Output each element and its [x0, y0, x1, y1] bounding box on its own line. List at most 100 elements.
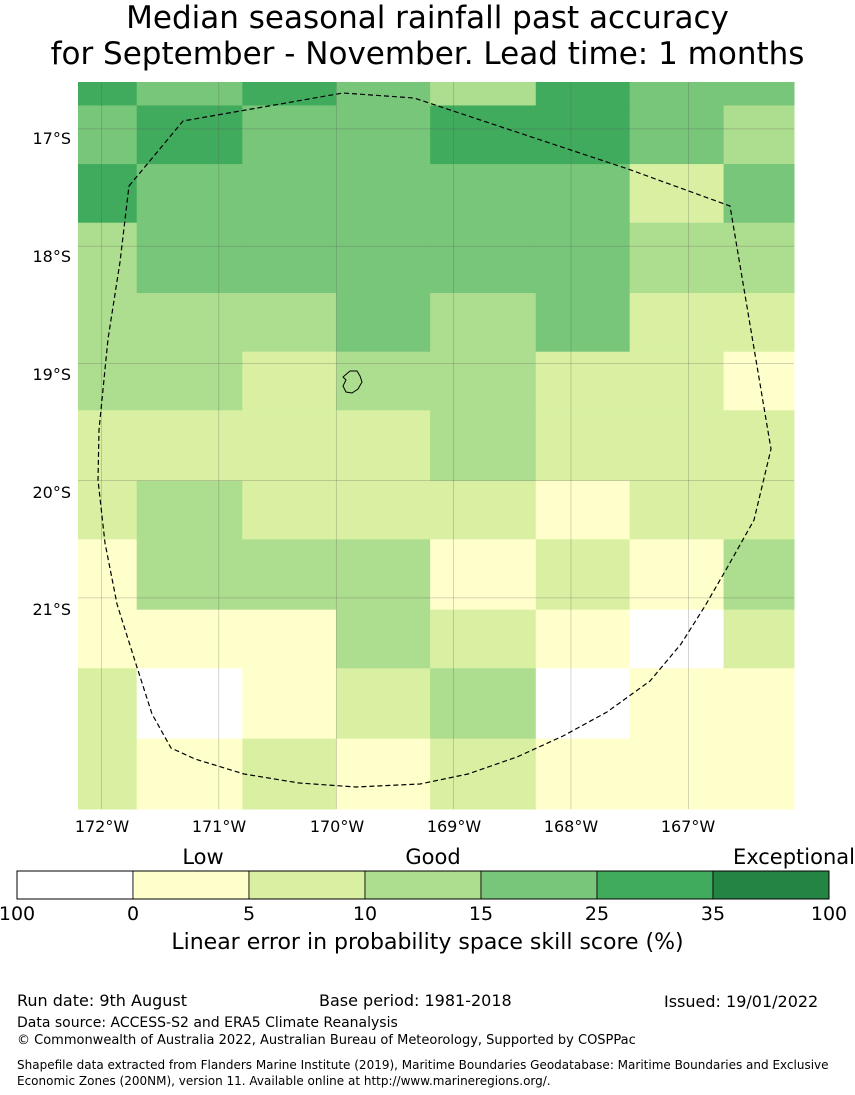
lat-label: 17°S [32, 129, 71, 148]
skill-cell [430, 410, 537, 482]
skill-cell [430, 738, 537, 810]
skill-cell [723, 738, 795, 810]
issued-date: Issued: 19/01/2022 [664, 992, 819, 1011]
colorbar-tick: 15 [469, 903, 493, 925]
skill-cell [336, 480, 431, 540]
skill-cell [78, 668, 138, 740]
skill-cell [336, 539, 431, 611]
skill-cell [336, 668, 431, 740]
skill-cell [242, 738, 337, 810]
skill-cell [136, 351, 243, 411]
lat-label: 21°S [32, 600, 71, 619]
skill-cell [535, 105, 631, 165]
colorbar-tick: 100 [0, 903, 35, 925]
skill-cell [136, 293, 243, 353]
skill-cell [336, 222, 431, 294]
skill-cell [136, 222, 243, 294]
skill-cell [242, 351, 337, 411]
skill-cell [336, 738, 431, 810]
colorbar-box [248, 870, 366, 900]
skill-cell [629, 480, 725, 540]
colorbar-category-good: Good [405, 845, 460, 869]
colorbar-tick: 35 [701, 903, 725, 925]
lon-label: 171°W [192, 817, 247, 836]
skill-cell [336, 293, 431, 353]
longitude-labels: 172°W 171°W 170°W 169°W 168°W 167°W [75, 817, 716, 836]
skill-cell [242, 105, 337, 165]
skill-cell [242, 82, 337, 106]
latitude-labels: 17°S 18°S 19°S 20°S 21°S [32, 129, 71, 619]
skill-cell [629, 293, 725, 353]
skill-cell [723, 668, 795, 740]
skill-cell [430, 351, 537, 411]
lon-label: 167°W [661, 817, 716, 836]
skill-cell [336, 105, 431, 165]
skill-cell [78, 164, 138, 224]
skill-cell [723, 410, 795, 482]
skill-cell [136, 105, 243, 165]
skill-cell [535, 738, 631, 810]
skill-cell [723, 105, 795, 165]
skill-cell [430, 222, 537, 294]
colorbar-category-low: Low [182, 845, 223, 869]
skill-cell [629, 82, 725, 106]
skill-cell [78, 480, 138, 540]
skill-cell [336, 609, 431, 669]
skill-cell [430, 480, 537, 540]
skill-cell [535, 293, 631, 353]
colorbar-boxes [16, 870, 830, 900]
skill-cell [629, 105, 725, 165]
skill-cell [336, 351, 431, 411]
run-date: Run date: 9th August [17, 991, 187, 1010]
colorbar-box [132, 870, 250, 900]
skill-cell [136, 609, 243, 669]
copyright: © Commonwealth of Australia 2022, Austra… [17, 1033, 636, 1048]
colorbar-frame [16, 870, 830, 900]
skill-cell [78, 222, 138, 294]
colorbar: Low Good Exceptional [16, 845, 855, 900]
skill-cell [78, 609, 138, 669]
shapefile-note: Shapefile data extracted from Flanders M… [17, 1058, 829, 1088]
skill-cell [629, 351, 725, 411]
skill-cell [535, 668, 631, 740]
colorbar-box [16, 870, 134, 900]
skill-cell [242, 539, 337, 611]
skill-cell [430, 668, 537, 740]
eez-boundary [97, 92, 772, 788]
skill-cell [723, 222, 795, 294]
skill-cell [242, 668, 337, 740]
skill-cell [242, 293, 337, 353]
lon-label: 169°W [427, 817, 482, 836]
skill-cell [629, 668, 725, 740]
skill-cell [535, 609, 631, 669]
skill-cell [430, 164, 537, 224]
skill-cell [535, 222, 631, 294]
skill-cell [78, 82, 138, 106]
skill-cell [629, 222, 725, 294]
skill-cell [430, 609, 537, 669]
skill-cell [136, 480, 243, 540]
skill-cell [78, 738, 138, 810]
skill-cell [629, 410, 725, 482]
skill-cell [723, 539, 795, 611]
lon-label: 168°W [544, 817, 599, 836]
colorbar-ticks: 100 0 5 10 15 25 35 100 [0, 903, 847, 925]
skill-cell [535, 410, 631, 482]
base-period: Base period: 1981-2018 [319, 991, 512, 1010]
colorbar-tick: 10 [353, 903, 377, 925]
skill-cell [136, 668, 243, 740]
skill-cell [629, 164, 725, 224]
skill-cell [723, 609, 795, 669]
colorbar-title: Linear error in probability space skill … [171, 930, 684, 955]
skill-cell [723, 480, 795, 540]
skill-cell [723, 293, 795, 353]
skill-cell [242, 410, 337, 482]
niue-island-outline [342, 370, 363, 394]
skill-cell [629, 738, 725, 810]
lat-label: 18°S [32, 247, 71, 266]
skill-cell [629, 609, 725, 669]
skill-cell [629, 539, 725, 611]
skill-cell [535, 164, 631, 224]
skill-cell [136, 164, 243, 224]
skill-cell [535, 351, 631, 411]
